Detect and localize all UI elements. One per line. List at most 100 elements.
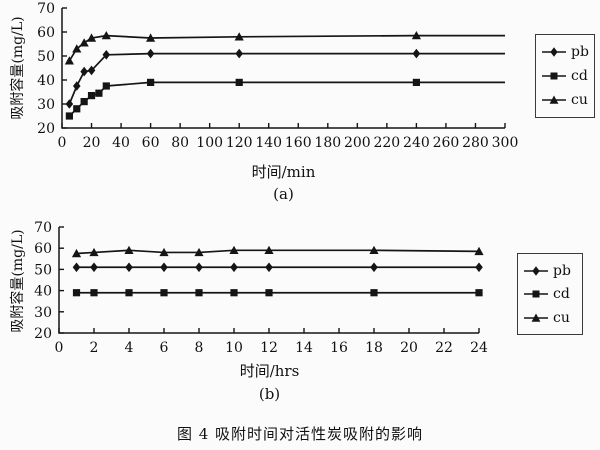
y-tick-label: 30: [37, 97, 55, 113]
pb-diamond-marker-icon: [524, 265, 548, 276]
x-tick-label: 14: [295, 340, 313, 356]
series-line-cd: [68, 81, 505, 117]
x-tick-label: 18: [365, 340, 383, 356]
marker-cu: [159, 247, 169, 257]
y-tick-label: 20: [37, 121, 55, 137]
marker-pb: [72, 81, 81, 91]
marker-cu: [89, 247, 99, 257]
y-tick-label: 70: [34, 220, 52, 236]
marker-cd: [147, 78, 155, 86]
x-tick-label: 180: [314, 135, 341, 151]
legend-entry-cu: cu: [542, 93, 594, 107]
x-tick-label: 2: [90, 340, 99, 356]
legend-entry-cu: cu: [524, 311, 582, 325]
legend-label-pb: pb: [571, 44, 589, 60]
marker-pb: [475, 262, 483, 273]
figure-caption: 图 4 吸附时间对活性炭吸附的影响: [176, 425, 424, 443]
x-tick-label: 200: [344, 135, 371, 151]
y-tick-label: 60: [37, 25, 55, 41]
x-tick-label: 260: [433, 135, 460, 151]
marker-pb: [65, 99, 74, 109]
marker-cu: [474, 246, 484, 256]
legend-label-cu: cu: [571, 92, 588, 108]
x-tick-label: 24: [470, 340, 488, 356]
y-tick-label: 40: [37, 73, 55, 89]
series-line-pb: [68, 52, 505, 105]
marker-pb: [80, 66, 88, 77]
x-tick-label: 20: [83, 135, 101, 151]
y-tick-label: 20: [34, 326, 52, 342]
marker-pb: [195, 262, 203, 273]
x-tick-label: 6: [160, 340, 169, 356]
marker-cd: [90, 289, 98, 297]
marker-pb: [72, 262, 81, 273]
legend-entry-cd: cd: [542, 69, 594, 83]
x-tick-label: 80: [171, 135, 189, 151]
y-tick-label: 30: [34, 305, 52, 321]
marker-cu: [124, 245, 134, 255]
x-tick-label: 220: [373, 135, 400, 151]
marker-cd: [87, 92, 96, 100]
legend-label-cd: cd: [553, 286, 570, 302]
marker-cu: [264, 245, 274, 255]
x-tick-label: 280: [462, 135, 489, 151]
marker-cu: [86, 33, 97, 42]
x-tick-label: 22: [435, 340, 453, 356]
marker-cd: [65, 112, 73, 120]
marker-cd: [195, 289, 203, 297]
marker-cd: [235, 78, 243, 86]
marker-cd: [160, 289, 168, 297]
marker-cd: [230, 289, 238, 297]
marker-cd: [102, 82, 110, 90]
x-tick-label: 140: [255, 135, 282, 151]
marker-pb: [146, 48, 155, 59]
x-tick-label: 8: [195, 340, 204, 356]
marker-cu: [411, 31, 421, 40]
legend-entry-cd: cd: [524, 287, 582, 301]
legend-entry-pb: pb: [542, 45, 594, 59]
marker-cd: [72, 289, 81, 297]
marker-cu: [229, 245, 239, 255]
x-tick-label: 40: [112, 135, 130, 151]
marker-pb: [102, 50, 111, 60]
cd-square-marker-icon: [524, 290, 548, 298]
chart-b-x-axis-title: 时间/hrs: [239, 362, 300, 380]
x-tick-label: 160: [285, 135, 312, 151]
axis-lines: [61, 8, 505, 129]
legend-label-cu: cu: [553, 309, 570, 326]
axis-lines: [58, 227, 479, 334]
x-tick-label: 0: [58, 135, 67, 151]
cu-triangle-marker-icon: [524, 313, 548, 322]
marker-cu: [72, 44, 82, 53]
y-tick-label: 40: [34, 284, 52, 300]
pb-diamond-marker-icon: [542, 47, 566, 57]
marker-cu: [71, 248, 82, 258]
marker-cu: [64, 56, 74, 65]
marker-pb: [125, 262, 133, 273]
marker-cd: [125, 289, 133, 297]
marker-cu: [101, 31, 111, 40]
marker-cd: [80, 98, 88, 106]
x-tick-label: 100: [196, 135, 223, 151]
marker-cu: [234, 32, 244, 41]
marker-pb: [87, 65, 96, 76]
legend-label-cd: cd: [571, 68, 588, 84]
marker-cd: [95, 89, 103, 97]
legend-label-pb: pb: [553, 262, 571, 279]
legend-entry-pb: pb: [524, 264, 582, 278]
marker-cu: [369, 245, 379, 255]
chart-b-y-axis-title: 吸附容量(mg/L): [10, 229, 26, 333]
y-tick-label: 70: [37, 1, 55, 17]
marker-cd: [412, 78, 420, 86]
x-tick-label: 0: [55, 340, 64, 356]
x-tick-label: 60: [142, 135, 160, 151]
x-tick-label: 12: [260, 340, 278, 356]
marker-pb: [160, 262, 168, 273]
marker-cd: [265, 289, 273, 297]
y-tick-label: 50: [37, 49, 55, 65]
chart-a-y-axis-title: 吸附容量(mg/L): [10, 16, 26, 120]
marker-cu: [146, 33, 156, 42]
marker-cd: [370, 289, 378, 297]
